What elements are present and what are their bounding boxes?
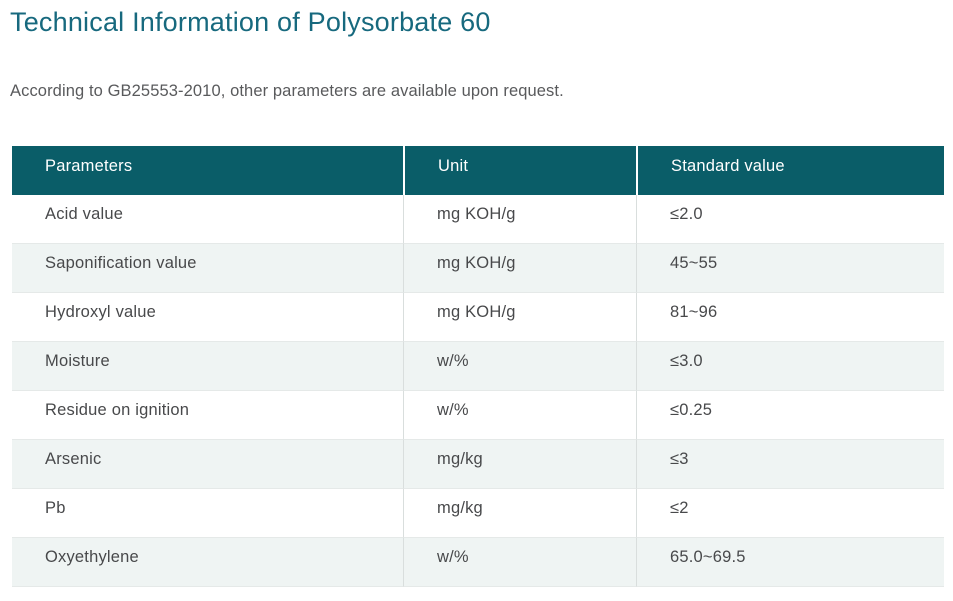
technical-info-table: Parameters Unit Standard value Acid valu…: [12, 146, 944, 587]
table-row: Hydroxyl value mg KOH/g 81~96: [12, 293, 944, 342]
unit-cell: w/%: [403, 342, 636, 391]
parameter-cell: Hydroxyl value: [12, 293, 403, 342]
unit-cell: mg KOH/g: [403, 244, 636, 293]
column-header-unit: Unit: [403, 146, 636, 195]
table-row: Arsenic mg/kg ≤3: [12, 440, 944, 489]
parameter-cell: Moisture: [12, 342, 403, 391]
column-header-standard-value: Standard value: [636, 146, 944, 195]
unit-cell: mg/kg: [403, 440, 636, 489]
standard-value-cell: ≤3: [636, 440, 944, 489]
standard-value-cell: ≤0.25: [636, 391, 944, 440]
standard-value-cell: ≤3.0: [636, 342, 944, 391]
unit-cell: mg KOH/g: [403, 195, 636, 244]
table-row: Acid value mg KOH/g ≤2.0: [12, 195, 944, 244]
parameter-cell: Arsenic: [12, 440, 403, 489]
standard-value-cell: 81~96: [636, 293, 944, 342]
parameter-cell: Pb: [12, 489, 403, 538]
unit-cell: w/%: [403, 391, 636, 440]
standard-value-cell: ≤2.0: [636, 195, 944, 244]
unit-cell: mg/kg: [403, 489, 636, 538]
parameter-cell: Oxyethylene: [12, 538, 403, 587]
table-row: Pb mg/kg ≤2: [12, 489, 944, 538]
page-title: Technical Information of Polysorbate 60: [10, 7, 491, 37]
parameter-cell: Saponification value: [12, 244, 403, 293]
column-header-parameters: Parameters: [12, 146, 403, 195]
page-subtitle: According to GB25553-2010, other paramet…: [10, 82, 564, 101]
parameter-cell: Residue on ignition: [12, 391, 403, 440]
table-header-row: Parameters Unit Standard value: [12, 146, 944, 195]
unit-cell: mg KOH/g: [403, 293, 636, 342]
parameter-cell: Acid value: [12, 195, 403, 244]
standard-value-cell: 45~55: [636, 244, 944, 293]
table-row: Saponification value mg KOH/g 45~55: [12, 244, 944, 293]
standard-value-cell: ≤2: [636, 489, 944, 538]
standard-value-cell: 65.0~69.5: [636, 538, 944, 587]
table-row: Residue on ignition w/% ≤0.25: [12, 391, 944, 440]
table-row: Oxyethylene w/% 65.0~69.5: [12, 538, 944, 587]
table-row: Moisture w/% ≤3.0: [12, 342, 944, 391]
unit-cell: w/%: [403, 538, 636, 587]
